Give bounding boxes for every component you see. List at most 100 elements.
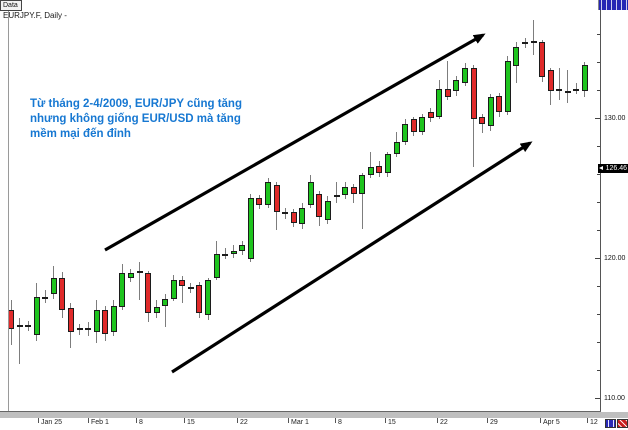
date-axis-label: 22 [240, 419, 248, 426]
price-marker-arrow-icon [599, 165, 603, 170]
date-axis-label: Apr 5 [543, 419, 560, 426]
date-axis-label: 15 [388, 419, 396, 426]
candle-up [530, 41, 537, 43]
date-axis-tick [385, 418, 386, 423]
date-axis-tick [38, 418, 39, 423]
annotation-line-2: nhưng không giống EUR/USD mà tăng [30, 113, 241, 125]
candle-down [85, 328, 92, 330]
candle-up [504, 60, 511, 113]
date-axis-border [0, 411, 628, 412]
date-axis-label: 15 [187, 419, 195, 426]
price-axis-tick [597, 34, 600, 35]
candle-up [162, 298, 169, 306]
date-axis-label: 8 [338, 419, 342, 426]
candle-down [256, 197, 263, 205]
candle-up [265, 182, 271, 205]
candle-up [453, 80, 460, 92]
data-window-badge[interactable]: Data [0, 0, 22, 11]
candle-up [556, 88, 563, 92]
date-axis-tick [335, 418, 336, 423]
candle-up [462, 67, 469, 83]
last-price-badge: 126.46 [598, 163, 628, 173]
price-axis-tick [595, 398, 600, 399]
candle-down [145, 273, 152, 313]
candle-down [67, 308, 74, 333]
candle-up [282, 211, 289, 214]
date-axis-tick [288, 418, 289, 423]
candle-up [573, 88, 580, 91]
candle-wick [164, 294, 166, 327]
price-axis-tick [595, 118, 600, 119]
annotation-line-1: Từ tháng 2-4/2009, EUR/JPY cũng tăng [30, 98, 242, 110]
candle-up [247, 197, 254, 260]
candle-down [350, 186, 357, 194]
candle-down [316, 193, 323, 218]
annotation-line-3: mềm mại đến đỉnh [30, 128, 131, 140]
candle-down [179, 280, 186, 286]
candle-down [479, 116, 486, 124]
candle-wick [19, 318, 21, 365]
candle-up [153, 307, 160, 313]
candle-down [539, 42, 546, 78]
price-axis-tick [597, 230, 600, 231]
date-axis-tick [437, 418, 438, 423]
price-axis-tick [597, 286, 600, 287]
candle-up [222, 253, 229, 256]
candle-up [487, 97, 494, 127]
price-axis-tick [597, 314, 600, 315]
candle-down [102, 309, 109, 334]
price-axis[interactable]: 130.00 120.00 110.00 [601, 0, 628, 412]
price-axis-tick [597, 174, 600, 175]
price-axis-tick [597, 146, 600, 147]
candlestick-plot-area[interactable] [0, 0, 600, 411]
date-axis-tick [136, 418, 137, 423]
candle-up [333, 195, 340, 197]
date-axis[interactable]: Jan 25 Feb 1 8 15 22 Mar 1 8 15 22 29 Apr 5 12 [0, 418, 628, 430]
candle-down [496, 95, 503, 113]
candle-up [76, 328, 83, 330]
candle-up [230, 251, 237, 254]
price-axis-label: 110.00 [604, 395, 625, 402]
price-axis-tick [597, 370, 600, 371]
candle-down [16, 325, 23, 328]
date-axis-tick [540, 418, 541, 423]
candle-up [239, 245, 246, 251]
candle-up [419, 116, 426, 132]
candle-up [170, 280, 177, 299]
candle-down [444, 88, 451, 97]
annotation-text: Từ tháng 2-4/2009, EUR/JPY cũng tăng như… [30, 97, 270, 142]
date-axis-label: Mar 1 [291, 419, 309, 426]
candle-down [547, 70, 554, 92]
candle-up [205, 280, 212, 316]
candle-down [410, 119, 417, 132]
candle-up [213, 253, 220, 278]
candle-down [59, 277, 66, 310]
candle-wick [558, 67, 560, 100]
price-axis-border [600, 0, 601, 412]
candle-up [50, 277, 57, 295]
candle-up [342, 186, 349, 195]
date-axis-tick [587, 418, 588, 423]
date-axis-tick [184, 418, 185, 423]
price-axis-tick [595, 258, 600, 259]
mini-window-button-red[interactable] [617, 419, 628, 428]
candle-down [470, 67, 477, 120]
titlebar-fragment-badge [598, 0, 628, 10]
candle-up [367, 167, 374, 176]
date-axis-label: Feb 1 [91, 419, 109, 426]
date-axis-tick [487, 418, 488, 423]
candle-up [384, 154, 391, 173]
candle-up [402, 123, 409, 142]
candle-up [42, 297, 49, 300]
candle-down [290, 211, 297, 223]
candle-up [564, 91, 571, 94]
candle-up [307, 182, 314, 205]
candle-wick [139, 262, 140, 300]
date-axis-tick [88, 418, 89, 423]
candle-up [393, 141, 400, 155]
candle-wick [44, 290, 46, 303]
date-axis-label: 29 [490, 419, 498, 426]
mini-window-button-blue[interactable] [605, 419, 616, 428]
candle-down [273, 185, 280, 212]
